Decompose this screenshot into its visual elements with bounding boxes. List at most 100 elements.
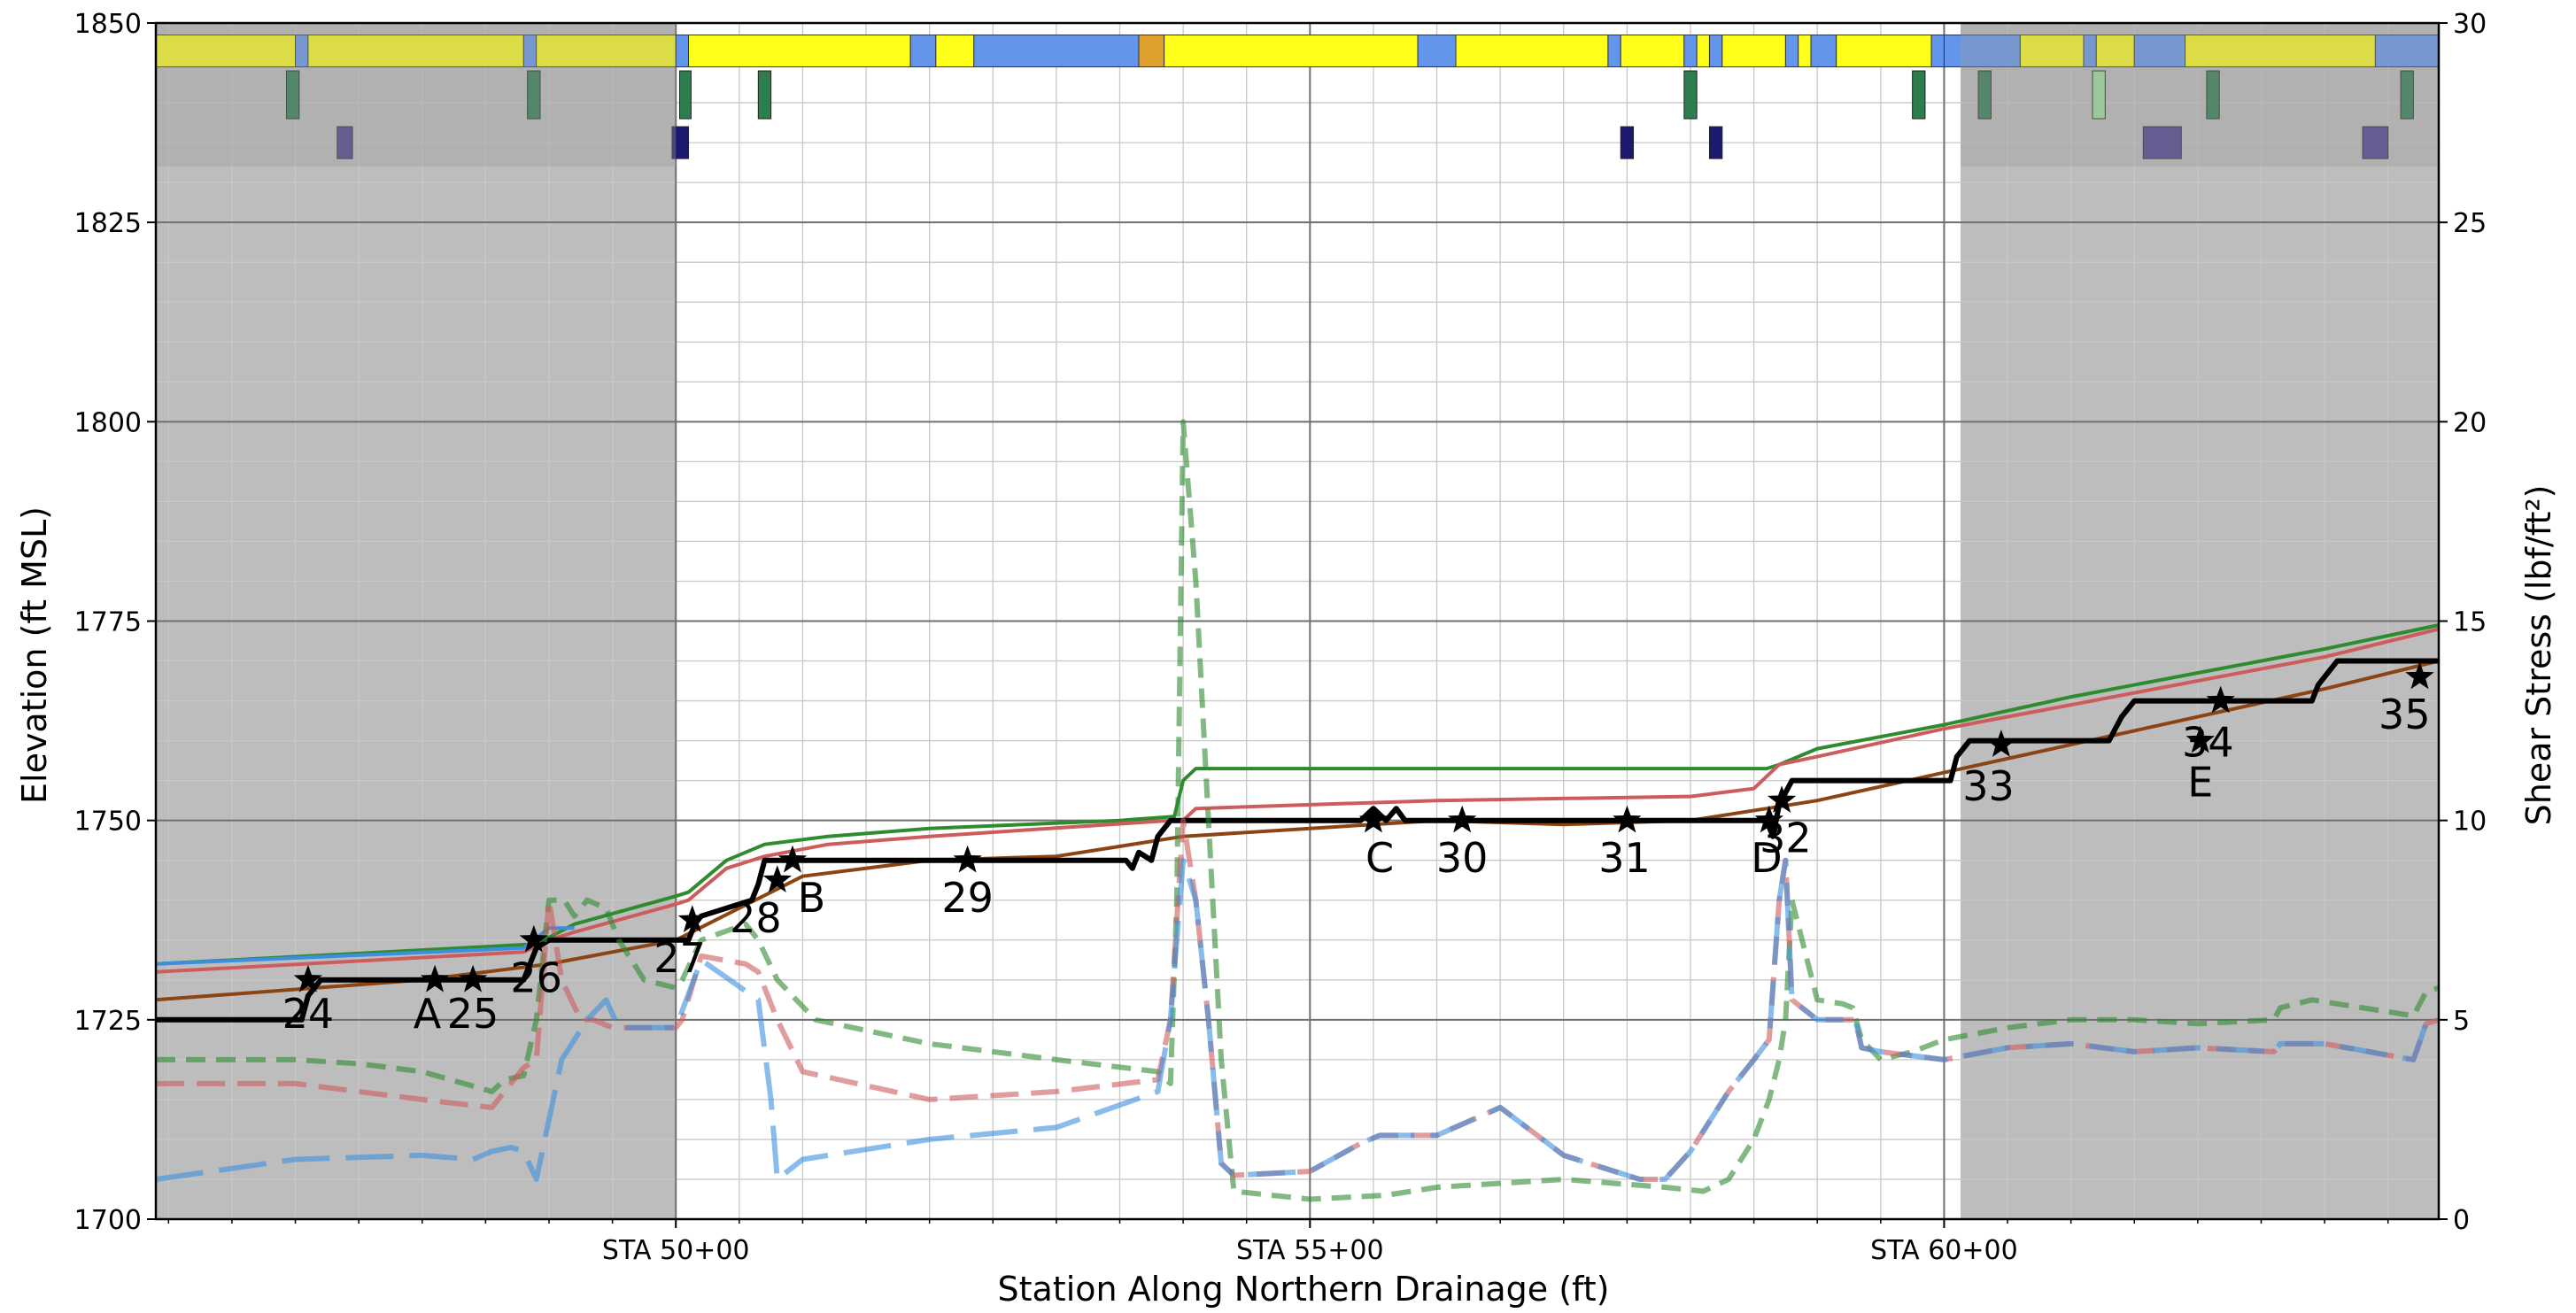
station-star (677, 905, 707, 932)
x-tick-label: STA 60+00 (1870, 1235, 2018, 1266)
strip-segment (1836, 35, 1932, 68)
series-green-solid (155, 623, 2440, 966)
top-strip (155, 23, 2440, 167)
station-label: 34 (2182, 719, 2234, 767)
y-tick-label: 1750 (74, 807, 142, 838)
strip-segment (1696, 35, 1710, 68)
strip-shade (156, 23, 677, 167)
series-black-solid (156, 658, 2439, 1023)
station-star (2206, 685, 2235, 714)
strip-marker (671, 126, 690, 159)
strip-marker (2400, 70, 2414, 120)
strip-marker (679, 70, 692, 120)
strip-segment (688, 35, 911, 68)
station-star (458, 964, 488, 992)
station-label: 27 (654, 934, 706, 982)
station-star (1754, 805, 1783, 833)
station-star (1613, 805, 1642, 833)
strip-segment (1138, 35, 1165, 68)
strip-marker (2092, 70, 2106, 120)
series-blue-dashed (155, 857, 2440, 1182)
strip-segment (1721, 35, 1786, 68)
station-label: B (798, 874, 826, 922)
station-label: D (1751, 834, 1782, 882)
station-star (293, 964, 322, 992)
strip-marker (1620, 126, 1635, 159)
y2-tick-label: 15 (2453, 607, 2487, 638)
strip-segment (1708, 35, 1723, 68)
y2-tick-label: 30 (2453, 9, 2487, 40)
tick-labels: 1700 1725 1750 1775 1800 1825 1850 0 5 10 15 20 25 30… (74, 9, 2487, 1266)
station-label: 32 (1760, 815, 1812, 862)
y2-tick-label: 5 (2453, 1006, 2470, 1037)
strip-segment (307, 35, 524, 68)
strip-segment (2185, 35, 2376, 68)
x-axis-title: Station Along Northern Drainage (ft) (998, 1270, 1610, 1309)
station-star (762, 865, 792, 892)
station-label: E (2187, 759, 2213, 807)
x-tick-label: STA 55+00 (1236, 1235, 1384, 1266)
y2-tick-label: 25 (2453, 208, 2487, 239)
y-tick-label: 1800 (74, 407, 142, 438)
series-lines (155, 419, 2440, 1202)
strip-marker (2142, 126, 2182, 159)
station-label: C (1365, 834, 1394, 882)
strip-segment (2019, 35, 2085, 68)
strip-marker (2362, 126, 2389, 159)
strip-marker (1708, 126, 1723, 159)
strip-marker (1977, 70, 1992, 120)
station-label: 35 (2379, 691, 2431, 738)
strip-segment (1784, 35, 1799, 68)
strip-marker (527, 70, 541, 120)
station-star (1358, 805, 1389, 833)
x-tick-label: STA 50+00 (602, 1235, 750, 1266)
y-tick-label: 1725 (74, 1006, 142, 1037)
strip-marker (1912, 70, 1926, 120)
strip-marker (757, 70, 772, 120)
y2-tick-label: 10 (2453, 807, 2487, 838)
y-tick-label: 1825 (74, 208, 142, 239)
station-label: 26 (510, 954, 562, 1001)
strip-segment (1417, 35, 1457, 68)
station-label: 25 (447, 990, 499, 1038)
y-tick-label: 1700 (74, 1205, 142, 1236)
y2-axis-title: Shear Stress (lbf/ft²) (2519, 485, 2558, 826)
station-star (420, 964, 450, 992)
strip-segment (1164, 35, 1419, 68)
strip-segment (2374, 35, 2440, 68)
strip-segment (973, 35, 1140, 68)
strip-segment (155, 35, 297, 68)
station-label: 30 (1436, 834, 1489, 882)
station-label: 28 (730, 894, 782, 942)
strip-marker (337, 126, 353, 159)
strip-shade (1961, 23, 2439, 167)
station-star (2185, 725, 2215, 753)
y2-tick-label: 20 (2453, 407, 2487, 438)
strip-segment (1930, 35, 1945, 68)
strip-segment (1798, 35, 1812, 68)
grid (156, 22, 2439, 1220)
station-star (1986, 730, 2016, 757)
strip-segment (2095, 35, 2135, 68)
series-green-dashed (156, 419, 2440, 1202)
station-star (1448, 805, 1477, 833)
y-axis-title: Elevation (ft MSL) (15, 506, 54, 804)
y-tick-label: 1775 (74, 607, 142, 638)
station-label: 33 (1962, 762, 2015, 810)
strip-marker (2206, 70, 2220, 120)
station-star (1767, 785, 1797, 813)
y-tick-label: 1850 (74, 9, 142, 40)
station-label: A (414, 990, 442, 1038)
strip-segment (935, 35, 975, 68)
strip-segment (1810, 35, 1837, 68)
station-label: 29 (941, 874, 994, 922)
strip-segment (1683, 35, 1698, 68)
strip-segment (909, 35, 937, 68)
strip-segment (1607, 35, 1621, 68)
strip-segment (1455, 35, 1609, 68)
strip-segment (675, 35, 690, 68)
strip-segment (1620, 35, 1685, 68)
strip-marker (286, 70, 300, 120)
station-star (2405, 661, 2434, 690)
